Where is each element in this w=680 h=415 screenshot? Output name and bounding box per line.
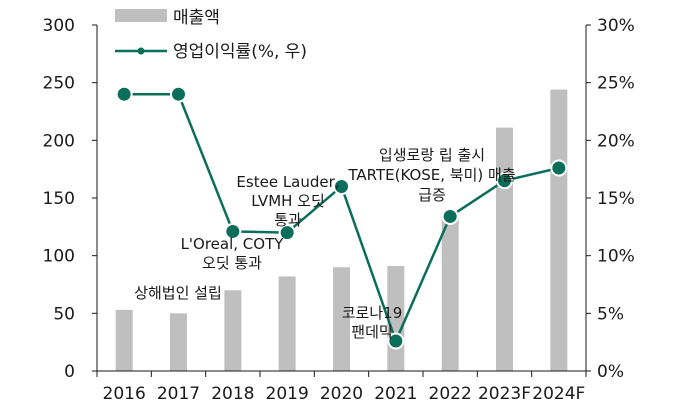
bar-series [115, 89, 568, 371]
x-tick-label: 2024F [532, 384, 585, 404]
right-axis-ticks: 0% 5% 10% 15% 20% 25% 30% [586, 16, 635, 382]
line-point-2020 [333, 177, 350, 195]
x-tick-label: 2018 [211, 384, 254, 404]
right-tick-label: 5% [597, 304, 624, 324]
x-tick-label: 2019 [266, 384, 309, 404]
bar-2018 [224, 290, 242, 371]
x-tick-label: 2021 [374, 384, 417, 404]
annotation-text: 오딧 통과 [202, 254, 262, 272]
left-axis-ticks: 0 50 100 150 200 250 300 [43, 16, 97, 382]
annotation-text: 통과 [274, 211, 302, 229]
annotation-text: 코로나19 [342, 304, 403, 322]
x-tick-label: 2023F [478, 384, 531, 404]
bar-2016 [115, 309, 133, 371]
line-point-2021 [387, 332, 405, 350]
bar-2019 [278, 276, 296, 371]
left-tick-label: 50 [53, 304, 75, 324]
annotation-text: LVMH 오딧 [251, 192, 325, 210]
right-tick-label: 0% [597, 362, 624, 382]
x-tick-label: 2016 [103, 384, 146, 404]
legend-bar-swatch [115, 9, 167, 22]
line-point-2023F [496, 172, 513, 190]
x-tick-label: 2022 [429, 384, 472, 404]
line-series [115, 85, 568, 350]
line-point-2016 [115, 85, 133, 103]
x-tick-label: 2017 [157, 384, 200, 404]
line-point-2019 [278, 224, 296, 242]
left-tick-label: 300 [43, 16, 75, 36]
x-tick-label: 2020 [320, 384, 363, 404]
legend-bar-label: 매출액 [173, 8, 220, 28]
annotation-text: 급증 [418, 186, 446, 204]
right-tick-label: 25% [597, 74, 635, 94]
annotation-text: 상해법인 설립 [134, 284, 222, 302]
legend-line-label: 영업이익률(%, 우) [173, 42, 307, 62]
right-tick-label: 20% [597, 131, 635, 151]
bar-2022 [441, 215, 459, 371]
bar-2020 [333, 267, 350, 371]
right-tick-label: 10% [597, 247, 635, 267]
line-point-2018 [224, 222, 242, 240]
annotation-text: TARTE(KOSE, 북미) 매출 [347, 166, 515, 184]
annotation-text: Estee Lauder, [236, 173, 339, 191]
x-axis-ticks: 2016 2017 2018 2019 2020 2021 2022 2023F 2024F [96, 371, 587, 404]
annotation-text: L'Oreal, COTY [181, 235, 285, 253]
line-point-2022 [441, 207, 459, 225]
left-tick-label: 200 [43, 131, 75, 151]
annotation-text: 입생로랑 립 출시 [379, 146, 485, 164]
left-tick-label: 100 [43, 247, 75, 267]
left-tick-label: 250 [43, 74, 75, 94]
line-point-2017 [170, 85, 187, 103]
right-tick-label: 15% [597, 189, 635, 209]
left-tick-label: 0 [64, 362, 75, 382]
legend-line-marker [137, 47, 145, 55]
left-tick-label: 150 [43, 189, 75, 209]
annotation-text: 팬데믹 [351, 323, 392, 341]
bar-2024F [550, 89, 568, 371]
bar-2017 [170, 313, 187, 371]
bar-2023F [496, 127, 513, 371]
right-tick-label: 30% [597, 16, 635, 36]
legend: 매출액 영업이익률(%, 우) [115, 8, 307, 62]
line-point-2024F [550, 159, 568, 177]
